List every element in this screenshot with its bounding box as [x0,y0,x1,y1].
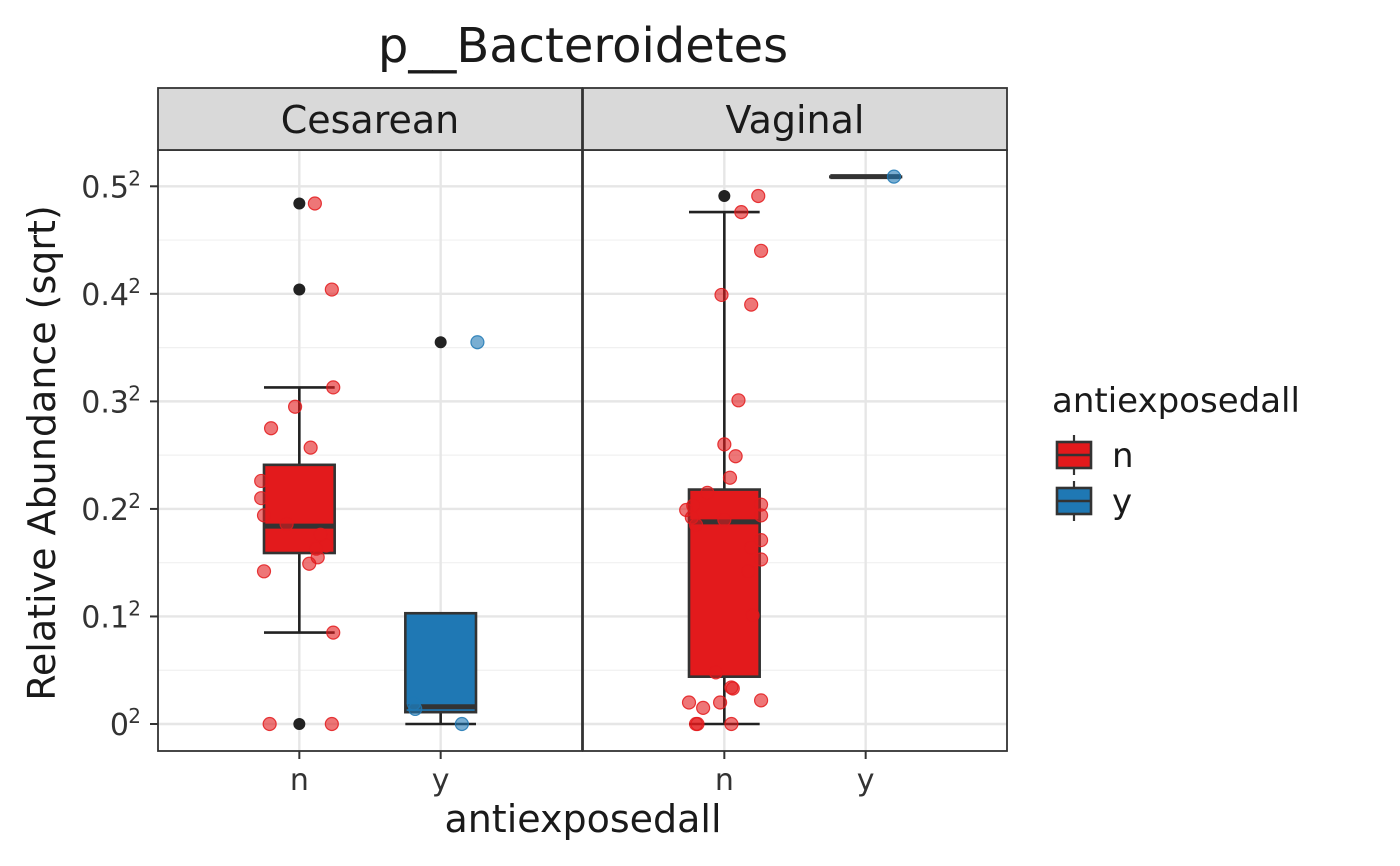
data-point [696,700,711,715]
legend-title: antiexposedall [1052,381,1300,421]
legend: antiexposedall ny [1052,381,1300,522]
data-point [717,512,732,527]
x-tick-label: n [715,763,734,798]
y-tick-exponent: 2 [128,274,141,298]
data-point [408,701,423,717]
data-point [744,297,759,312]
facet-strip-label: Cesarean [281,98,460,142]
y-tick-label: 0.1 [81,600,129,635]
y-tick-exponent: 2 [128,166,141,190]
data-point [725,681,740,696]
facet-panels: Cesarean Vaginal [157,87,1008,752]
data-point [714,287,729,303]
box [404,611,478,714]
y-tick-label: 0.5 [81,170,129,205]
data-point [753,552,769,567]
data-point [753,243,769,258]
boxplot-vaginal-y [829,169,903,184]
data-point [753,533,769,548]
data-point [731,393,746,408]
outlier-point [293,197,306,210]
data-point [741,564,756,579]
data-point [254,491,269,506]
data-point [886,169,902,184]
y-tick-label: 0 [110,708,129,743]
y-tick-exponent: 2 [128,704,141,728]
data-point [712,695,728,710]
data-point [279,516,294,532]
facet-strip [157,87,583,151]
data-point [744,540,759,555]
data-point [263,421,279,436]
boxplot-cesarean-y [404,335,485,732]
data-point [700,485,715,500]
panel-cesarean: Cesarean [157,87,583,752]
data-point [302,556,317,571]
outlier-point [293,283,306,296]
data-point [717,437,732,452]
data-point [262,716,277,732]
y-tick-exponent: 2 [128,489,141,513]
outlier-point [293,718,306,730]
data-point [256,508,272,523]
data-point [751,188,766,204]
x-tick-label: y [857,763,875,798]
legend-key-y: y [1055,481,1132,522]
data-point [254,473,269,489]
y-tick-label: 0.3 [81,385,129,420]
data-point [303,440,318,455]
y-axis-title: Relative Abundance (sqrt) [20,205,64,701]
data-point [307,196,322,211]
data-point [734,205,749,220]
data-point [470,335,485,350]
x-tick-label: n [290,763,309,798]
data-point [753,693,769,708]
data-point [688,517,704,533]
data-point [722,470,738,485]
x-tick-label: y [432,763,450,798]
data-point [326,625,341,640]
y-tick-exponent: 2 [128,381,141,405]
data-point [256,564,272,579]
data-point [287,399,303,414]
data-point [708,665,723,680]
data-point [454,716,469,732]
boxplot-vaginal-n [679,188,769,732]
data-point [688,716,704,732]
x-axis-title: antiexposedall [444,797,721,841]
data-point [728,449,743,464]
data-point [724,716,739,732]
y-tick-label: 0.2 [81,493,129,528]
legend-key-n: n [1055,435,1134,476]
y-tick-exponent: 2 [128,596,141,620]
data-point [326,380,341,395]
outlier-point [718,189,731,202]
panel-vaginal: Vaginal [582,87,1008,752]
legend-label: n [1112,436,1134,476]
boxplot-cesarean-n [254,196,341,732]
facet-strip-label: Vaginal [726,98,865,142]
data-point [681,695,697,710]
outlier-point [434,336,447,349]
data-point [324,716,339,732]
data-point [753,508,769,523]
legend-label: y [1112,482,1132,522]
chart-title: p__Bacteroidetes [378,18,788,74]
facet-strip [582,87,1008,151]
data-point [324,282,339,297]
panel-background [583,150,1007,751]
panel-background [158,150,582,751]
data-point [745,608,760,623]
y-tick-label: 0.4 [81,278,129,313]
